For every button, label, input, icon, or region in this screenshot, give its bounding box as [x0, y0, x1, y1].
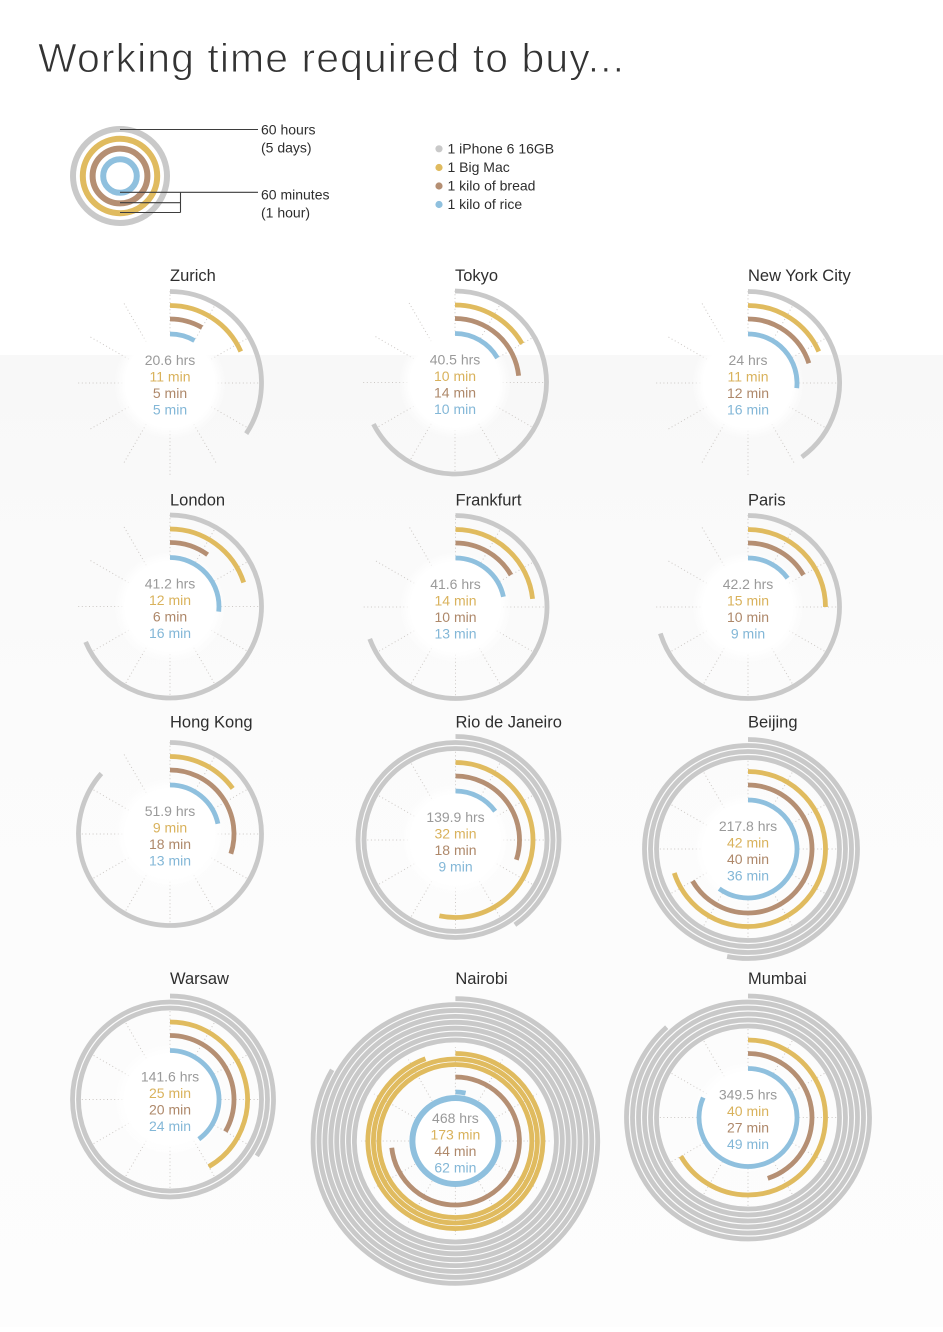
svg-text:Rio de Janeiro: Rio de Janeiro: [456, 714, 562, 732]
svg-text:10 min: 10 min: [434, 368, 476, 384]
svg-text:44 min: 44 min: [434, 1143, 476, 1159]
svg-text:139.9 hrs: 139.9 hrs: [426, 809, 484, 825]
svg-text:42 min: 42 min: [727, 835, 769, 851]
svg-text:London: London: [170, 492, 225, 510]
svg-text:60 hours: 60 hours: [261, 122, 315, 138]
svg-text:32 min: 32 min: [434, 826, 476, 842]
svg-text:16 min: 16 min: [149, 625, 191, 641]
svg-text:42.2 hrs: 42.2 hrs: [723, 576, 774, 592]
svg-text:51.9 hrs: 51.9 hrs: [145, 803, 196, 819]
svg-text:1 Big Mac: 1 Big Mac: [448, 159, 510, 175]
svg-text:18 min: 18 min: [149, 836, 191, 852]
svg-text:41.2 hrs: 41.2 hrs: [145, 576, 196, 592]
svg-text:Frankfurt: Frankfurt: [456, 492, 522, 510]
svg-text:40 min: 40 min: [727, 1103, 769, 1119]
svg-text:24 hrs: 24 hrs: [729, 352, 768, 368]
svg-text:40 min: 40 min: [727, 851, 769, 867]
svg-text:6 min: 6 min: [153, 609, 187, 625]
svg-text:11 min: 11 min: [728, 369, 769, 385]
svg-text:36 min: 36 min: [727, 868, 769, 884]
svg-text:20 min: 20 min: [149, 1102, 191, 1118]
svg-text:12 min: 12 min: [727, 385, 769, 401]
svg-text:5 min: 5 min: [153, 385, 187, 401]
svg-text:16 min: 16 min: [727, 402, 769, 418]
svg-text:1 iPhone 6 16GB: 1 iPhone 6 16GB: [448, 141, 555, 157]
svg-text:49 min: 49 min: [727, 1136, 769, 1152]
svg-text:349.5 hrs: 349.5 hrs: [719, 1087, 777, 1103]
svg-text:9 min: 9 min: [153, 820, 187, 836]
svg-text:468 hrs: 468 hrs: [432, 1110, 479, 1126]
svg-text:10 min: 10 min: [727, 609, 769, 625]
svg-text:14 min: 14 min: [434, 385, 476, 401]
svg-text:13 min: 13 min: [149, 853, 191, 869]
svg-text:Zurich: Zurich: [170, 267, 216, 285]
svg-text:20.6 hrs: 20.6 hrs: [145, 352, 196, 368]
svg-text:10 min: 10 min: [434, 609, 476, 625]
svg-text:Mumbai: Mumbai: [748, 970, 807, 988]
svg-text:15 min: 15 min: [727, 593, 769, 609]
svg-text:18 min: 18 min: [434, 842, 476, 858]
svg-text:Nairobi: Nairobi: [455, 970, 507, 988]
svg-text:173 min: 173 min: [430, 1127, 480, 1143]
svg-text:27 min: 27 min: [727, 1120, 769, 1136]
svg-text:60 minutes: 60 minutes: [261, 187, 329, 203]
svg-text:Tokyo: Tokyo: [455, 267, 498, 285]
svg-text:(1 hour): (1 hour): [261, 205, 310, 221]
svg-text:62 min: 62 min: [434, 1160, 476, 1176]
svg-text:12 min: 12 min: [149, 592, 191, 608]
svg-text:(5 days): (5 days): [261, 140, 312, 156]
svg-text:1 kilo of rice: 1 kilo of rice: [448, 196, 523, 212]
svg-text:141.6 hrs: 141.6 hrs: [141, 1069, 199, 1085]
svg-text:New York City: New York City: [748, 267, 851, 285]
svg-text:Beijing: Beijing: [748, 714, 798, 732]
svg-text:41.6 hrs: 41.6 hrs: [430, 576, 481, 592]
svg-text:Paris: Paris: [748, 492, 786, 510]
svg-text:24 min: 24 min: [149, 1118, 191, 1134]
svg-text:14 min: 14 min: [434, 593, 476, 609]
svg-text:10 min: 10 min: [434, 401, 476, 417]
svg-text:11 min: 11 min: [150, 369, 191, 385]
svg-text:9 min: 9 min: [731, 626, 765, 642]
svg-text:5 min: 5 min: [153, 402, 187, 418]
svg-text:9 min: 9 min: [438, 859, 472, 875]
svg-text:Hong Kong: Hong Kong: [170, 714, 253, 732]
svg-text:40.5 hrs: 40.5 hrs: [430, 352, 481, 368]
svg-text:217.8 hrs: 217.8 hrs: [719, 818, 777, 834]
svg-text:1 kilo of bread: 1 kilo of bread: [448, 178, 536, 194]
svg-text:Working time required to buy..: Working time required to buy...: [38, 35, 625, 81]
svg-text:25 min: 25 min: [149, 1085, 191, 1101]
svg-text:Warsaw: Warsaw: [170, 970, 229, 988]
svg-text:13 min: 13 min: [434, 626, 476, 642]
